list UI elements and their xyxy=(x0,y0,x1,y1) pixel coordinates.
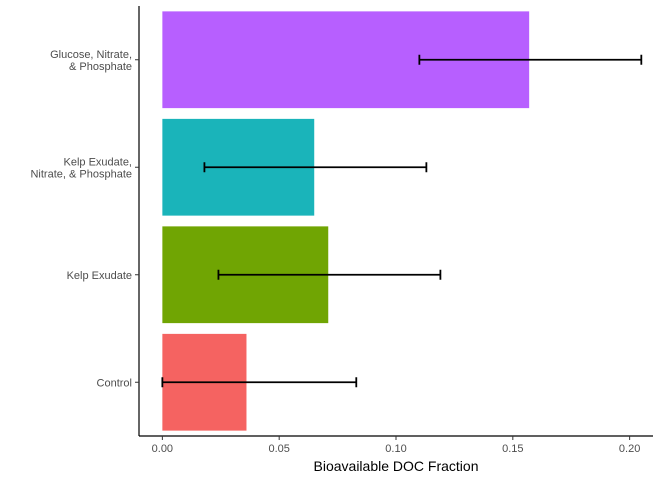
y-tick-label-line: Kelp Exudate, xyxy=(64,156,133,168)
y-tick-label-0: Glucose, Nitrate, & Phosphate xyxy=(50,49,132,73)
x-tick-label-2: 0.10 xyxy=(385,443,406,455)
bars-layer xyxy=(162,11,530,431)
y-tick-label-line: Nitrate, & Phosphate xyxy=(30,168,132,180)
y-tick-label-3: Control xyxy=(97,377,132,389)
x-tick-label-3: 0.15 xyxy=(502,443,523,455)
error-bars-layer xyxy=(161,54,643,388)
y-tick-label-line: Control xyxy=(97,377,132,389)
y-tick-label-2: Kelp Exudate xyxy=(67,270,132,282)
y-tick-label-line: Glucose, Nitrate, xyxy=(50,49,132,61)
ticks-layer: Glucose, Nitrate, & Phosphate Kelp Exudate… xyxy=(30,49,640,455)
x-tick-label-4: 0.20 xyxy=(619,443,640,455)
x-tick-label-0: 0.00 xyxy=(152,443,173,455)
x-axis-title: Bioavailable DOC Fraction xyxy=(314,458,479,474)
y-tick-label-line: & Phosphate xyxy=(69,61,132,73)
y-tick-label-line: Kelp Exudate xyxy=(67,270,132,282)
x-tick-label-1: 0.05 xyxy=(268,443,289,455)
y-tick-label-1: Kelp Exudate, Nitrate, & Phosphate xyxy=(30,156,132,180)
